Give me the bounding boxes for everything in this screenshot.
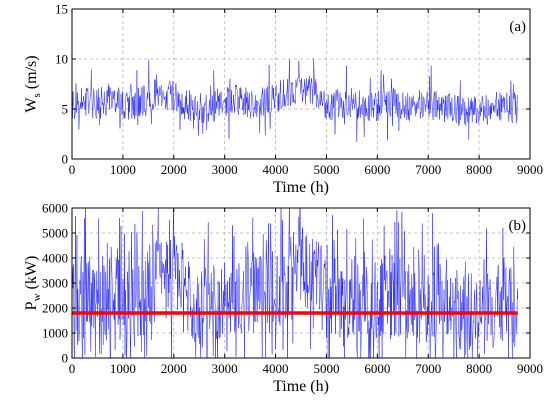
wind-speed-ytick-label-1: 5 xyxy=(62,102,69,117)
wind-speed-xtick-label-2: 2000 xyxy=(161,162,187,177)
wind-speed-xtick-label-3: 3000 xyxy=(212,162,238,177)
wind-speed-y-label-main: W xyxy=(23,97,40,113)
wind-power-ytick-label-3: 3000 xyxy=(42,276,68,291)
wind-power-ytick-label-5: 5000 xyxy=(42,226,68,241)
wind-power-ytick-label-6: 6000 xyxy=(42,201,68,216)
wind-power-xtick-label-3: 3000 xyxy=(212,361,238,376)
wind-power-x-axis-label: Time (h) xyxy=(273,378,329,395)
wind-power-xtick-label-0: 0 xyxy=(69,361,76,376)
wind-speed-axes-frame xyxy=(71,8,531,160)
wind-speed-xtick-label-7: 7000 xyxy=(415,162,441,177)
wind-power-y-label-sub: w xyxy=(31,293,43,301)
wind-speed-xtick-label-0: 0 xyxy=(69,162,76,177)
wind-power-y-label-unit: (kW) xyxy=(23,256,40,290)
wind-speed-xtick-label-6: 6000 xyxy=(364,162,390,177)
wind-power-xtick-label-2: 2000 xyxy=(161,361,187,376)
wind-speed-panel-label: (a) xyxy=(509,19,526,35)
wind-speed-plot-area xyxy=(72,58,519,142)
wind-speed-xtick-label-9: 9000 xyxy=(517,162,543,177)
wind-power-xtick-label-4: 4000 xyxy=(263,361,289,376)
wind-speed-y-label-sub: s xyxy=(31,93,43,97)
wind-power-xtick-label-8: 8000 xyxy=(466,361,492,376)
wind-speed-grid xyxy=(72,9,530,159)
wind-power-y-ticks: 0 1000 2000 3000 4000 5000 6000 xyxy=(42,201,530,366)
wind-speed-y-axis-label: Ws (m/s) xyxy=(23,55,43,112)
wind-speed-xtick-label-5: 5000 xyxy=(313,162,339,177)
wind-speed-xtick-label-1: 1000 xyxy=(110,162,136,177)
wind-power-ytick-label-0: 0 xyxy=(62,351,69,366)
wind-power-ytick-label-1: 1000 xyxy=(42,326,68,341)
wind-power-y-axis-label: Pw (kW) xyxy=(23,256,43,311)
wind-speed-xtick-label-8: 8000 xyxy=(466,162,492,177)
wind-power-ytick-label-2: 2000 xyxy=(42,301,68,316)
wind-speed-y-ticks: 0 5 10 15 xyxy=(55,2,530,167)
wind-power-chart: 0 1000 2000 3000 4000 5000 6000 7000 8000 9000 0 1… xyxy=(23,201,543,396)
wind-power-xtick-label-6: 6000 xyxy=(364,361,390,376)
wind-speed-x-ticks: 0 1000 2000 3000 4000 5000 6000 7000 8000 9000 xyxy=(69,9,543,177)
wind-power-ytick-label-4: 4000 xyxy=(42,251,68,266)
wind-speed-chart: 0 1000 2000 3000 4000 5000 6000 7000 8000 9000 0 5… xyxy=(23,2,543,197)
wind-power-x-ticks: 0 1000 2000 3000 4000 5000 6000 7000 8000 9000 xyxy=(69,208,543,376)
wind-power-xtick-label-1: 1000 xyxy=(110,361,136,376)
wind-speed-xtick-label-4: 4000 xyxy=(263,162,289,177)
wind-power-xtick-label-7: 7000 xyxy=(415,361,441,376)
wind-speed-x-axis-label: Time (h) xyxy=(273,179,329,196)
wind-power-series-0 xyxy=(72,208,519,358)
wind-speed-ytick-label-0: 0 xyxy=(62,152,69,167)
wind-power-plot-area xyxy=(72,208,519,358)
wind-speed-ytick-label-3: 15 xyxy=(55,2,68,17)
wind-speed-ytick-label-2: 10 xyxy=(55,52,68,67)
wind-power-xtick-label-9: 9000 xyxy=(517,361,543,376)
wind-power-panel-label: (b) xyxy=(509,218,527,234)
wind-power-xtick-label-5: 5000 xyxy=(313,361,339,376)
wind-power-y-label-main: P xyxy=(23,301,40,310)
wind-speed-y-label-unit: (m/s) xyxy=(23,55,40,89)
wind-speed-series-0 xyxy=(72,58,519,142)
